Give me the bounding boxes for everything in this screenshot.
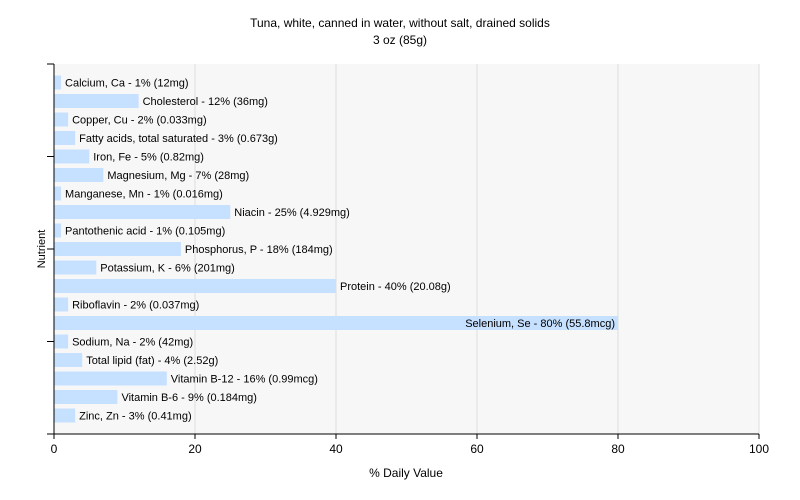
x-tick-label-3: 60 bbox=[470, 442, 484, 456]
bar-16 bbox=[54, 371, 167, 386]
bar-label-0: Calcium, Ca - 1% (12mg) bbox=[65, 78, 188, 90]
bars bbox=[54, 75, 618, 423]
bar-label-8: Pantothenic acid - 1% (0.105mg) bbox=[65, 226, 225, 238]
bar-label-2: Copper, Cu - 2% (0.033mg) bbox=[72, 115, 207, 127]
bar-12 bbox=[54, 297, 69, 312]
bar-labels: Calcium, Ca - 1% (12mg) Cholesterol - 12%… bbox=[65, 78, 615, 423]
bar-10 bbox=[54, 260, 97, 275]
bar-label-9: Phosphorus, P - 18% (184mg) bbox=[185, 244, 333, 256]
axes: 0 20 40 60 80 100 bbox=[47, 63, 769, 456]
bar-label-14: Sodium, Na - 2% (42mg) bbox=[72, 337, 193, 349]
bar-8 bbox=[54, 223, 62, 238]
x-tick-label-1: 20 bbox=[188, 442, 202, 456]
bar-label-12: Riboflavin - 2% (0.037mg) bbox=[72, 300, 199, 312]
bar-label-15: Total lipid (fat) - 4% (2.52g) bbox=[86, 355, 218, 367]
bar-label-1: Cholesterol - 12% (36mg) bbox=[143, 96, 268, 108]
bar-label-7: Niacin - 25% (4.929mg) bbox=[234, 207, 350, 219]
bar-label-16: Vitamin B-12 - 16% (0.99mcg) bbox=[171, 374, 318, 386]
x-tick-label-5: 100 bbox=[749, 442, 769, 456]
bar-6 bbox=[54, 186, 62, 201]
bar-label-11: Protein - 40% (20.08g) bbox=[340, 281, 451, 293]
x-tick-label-4: 80 bbox=[611, 442, 625, 456]
bar-label-5: Magnesium, Mg - 7% (28mg) bbox=[107, 170, 249, 182]
x-tick-label-0: 0 bbox=[51, 442, 58, 456]
bar-label-3: Fatty acids, total saturated - 3% (0.673… bbox=[79, 133, 278, 145]
bar-7 bbox=[54, 205, 231, 219]
bar-17 bbox=[54, 390, 118, 404]
y-axis-title: Nutrient bbox=[36, 230, 48, 269]
chart-subtitle: 3 oz (85g) bbox=[373, 33, 427, 47]
grid-lines bbox=[194, 64, 760, 434]
bar-9 bbox=[54, 242, 181, 256]
bar-15 bbox=[54, 353, 83, 367]
bar-label-13: Selenium, Se - 80% (55.8mcg) bbox=[465, 318, 615, 330]
chart-title: Tuna, white, canned in water, without sa… bbox=[250, 16, 550, 30]
x-axis-title: % Daily Value bbox=[369, 466, 443, 480]
bar-4 bbox=[54, 149, 90, 164]
bar-5 bbox=[54, 168, 104, 182]
bar-13 bbox=[54, 316, 618, 330]
bar-14 bbox=[54, 334, 69, 349]
bar-2 bbox=[54, 112, 69, 127]
x-tick-label-2: 40 bbox=[329, 442, 343, 456]
bar-11 bbox=[54, 279, 336, 293]
bar-0 bbox=[54, 75, 62, 90]
bar-label-10: Potassium, K - 6% (201mg) bbox=[100, 263, 235, 275]
bar-label-18: Zinc, Zn - 3% (0.41mg) bbox=[79, 411, 191, 423]
bar-3 bbox=[54, 131, 76, 145]
bar-label-4: Iron, Fe - 5% (0.82mg) bbox=[93, 152, 204, 164]
bar-1 bbox=[54, 94, 139, 108]
bar-label-6: Manganese, Mn - 1% (0.016mg) bbox=[65, 189, 223, 201]
bar-label-17: Vitamin B-6 - 9% (0.184mg) bbox=[121, 392, 257, 404]
bar-18 bbox=[54, 408, 76, 423]
